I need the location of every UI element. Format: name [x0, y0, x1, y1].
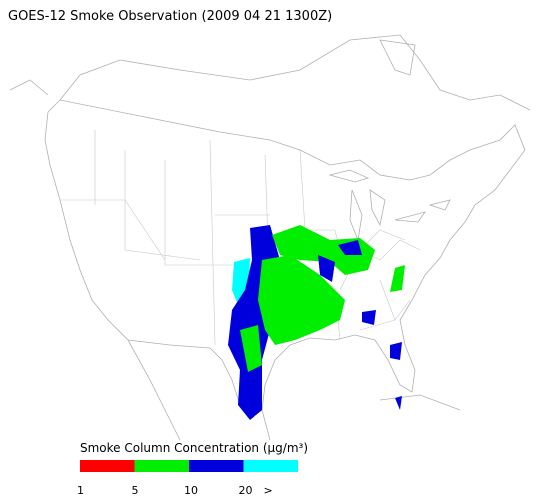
legend-tick-label: 1	[77, 484, 84, 497]
legend-tick-label: 5	[132, 484, 139, 497]
color-bin	[189, 460, 244, 472]
title: GOES-12 Smoke Observation (2009 04 21 13…	[8, 9, 332, 24]
smoke-area	[258, 255, 345, 345]
great-lakes	[328, 169, 451, 242]
legend: Smoke Column Concentration (µg/m³) 1 5 10 2…	[77, 441, 308, 497]
color-bin	[243, 460, 298, 472]
color-bin	[80, 460, 135, 472]
smoke-area	[362, 310, 402, 410]
us-outline	[44, 99, 526, 419]
legend-tick-label: 10	[184, 484, 198, 497]
canada	[9, 34, 531, 111]
smoke-area	[272, 225, 375, 275]
mexico	[127, 339, 461, 441]
smoke	[228, 225, 405, 420]
legend-tick-label: >	[264, 484, 273, 497]
legend-label: Smoke Column Concentration (µg/m³)	[80, 441, 308, 455]
legend-tick-label: 20	[239, 484, 253, 497]
smoke-area	[240, 265, 405, 372]
color-bin	[134, 460, 189, 472]
smoke-area	[240, 240, 362, 402]
